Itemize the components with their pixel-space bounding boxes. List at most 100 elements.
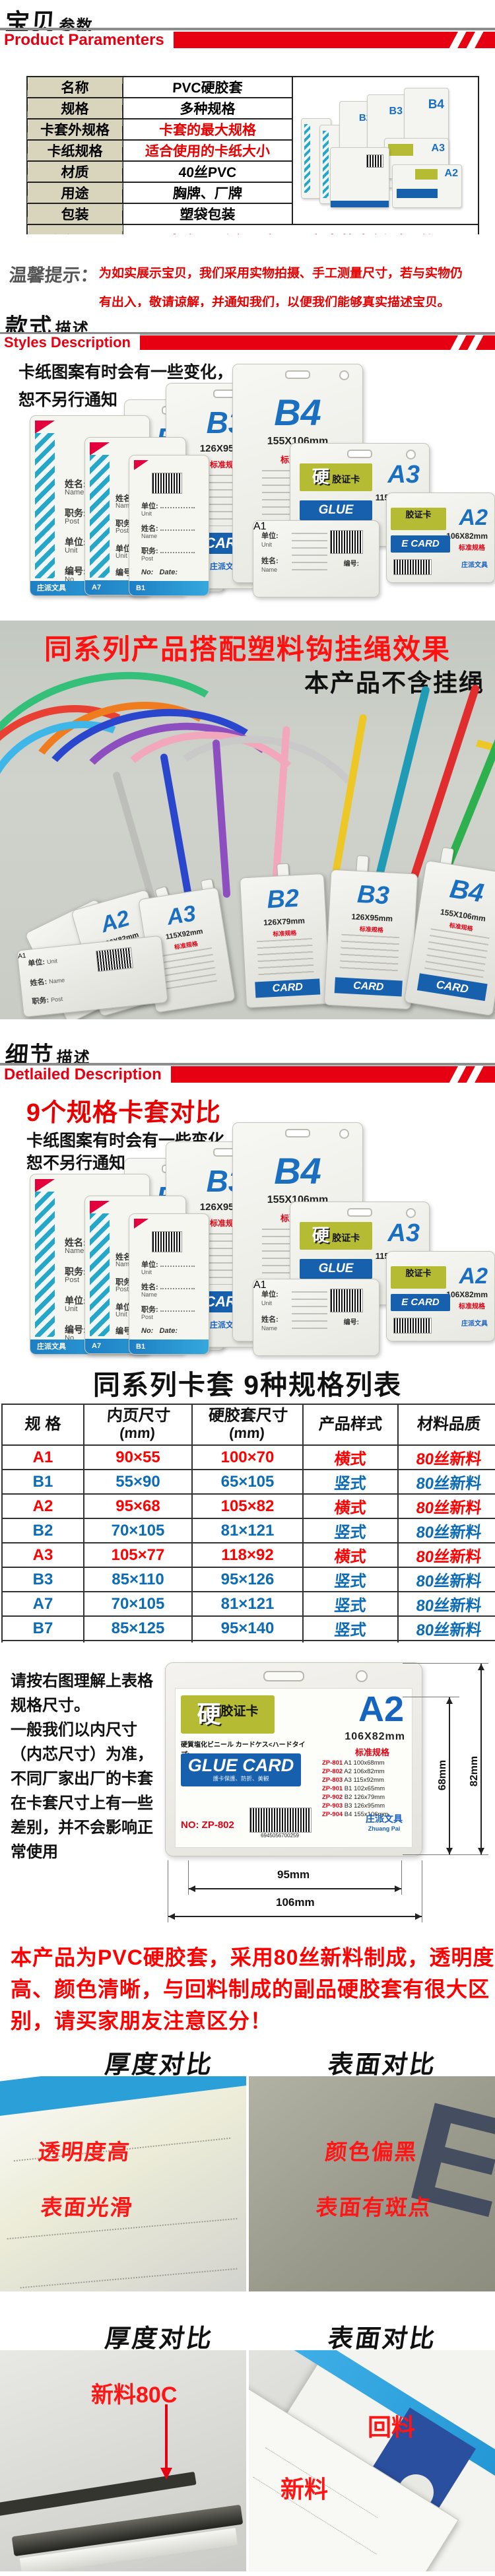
card-code: A3 (387, 1219, 420, 1247)
cell-outer: 95×140 (191, 1615, 304, 1641)
warm-tip-line2: 有出入，敬请谅解，并通知我们，以便我们能够真实描述宝贝。 (98, 296, 451, 307)
product-badge-b1: 单位: Unit 姓名: Name 职务: Post No: Date: B1 (129, 455, 209, 596)
card-code-strip: A1 (253, 1279, 267, 1291)
param-label: 卡套外规格 (26, 119, 123, 140)
card-green-label: 胶证卡 (391, 508, 446, 530)
spec-table: 规 格 内页尺寸 (mm) 硬胶套尺寸 (mm) 产品样式 材料品质 A1 90×55… (0, 1404, 495, 1643)
section-parameter-table: 名称 PVC硬胶套 B2 B3 B4 A3 A2 规格 多种规格 卡套 (0, 76, 495, 234)
mini-green-label (415, 168, 438, 180)
card-spec-label: 标准规格 (273, 930, 297, 937)
card-field-name: 姓名: Name (30, 974, 65, 988)
param-value: PVC硬胶套 (122, 77, 293, 98)
cell-inner: 55×90 (83, 1469, 193, 1495)
cell-spec: B3 (1, 1567, 84, 1592)
band-slash-decoration (464, 335, 484, 350)
card-text-decoration (424, 928, 490, 978)
field-label: Date: (159, 568, 178, 576)
spec-name: A2 (344, 1768, 352, 1775)
style-value: 横式 (333, 1450, 368, 1468)
param-value: 胸牌、厂牌 (122, 182, 293, 203)
section-spec-table: 同系列卡套 9种规格列表 规 格 内页尺寸 (mm) 硬胶套尺寸 (mm) 产品样式… (0, 1360, 495, 1643)
cell-inner: 70×105 (83, 1591, 193, 1617)
compare-photo-good-thickness: 透明度高 表面光滑 (0, 2076, 246, 2291)
badge-stripe-decoration (35, 1192, 55, 1337)
field-label-en: Post (116, 1285, 129, 1293)
card-hole (339, 370, 349, 380)
cell-style: 竖式 (302, 1518, 399, 1543)
mini-card-code: B3 (389, 105, 403, 117)
section-warm-tip: 温馨提示： 为如实展示宝贝，我们采用实物拍摄、手工测量尺寸，若与实物仍 有出入，… (0, 234, 495, 307)
field-label-cn: 姓名: (29, 978, 48, 988)
spec-list-item: ZP-801 A1 100x68mm (322, 1759, 409, 1767)
card-text-decoration (292, 1291, 327, 1331)
section-header-styles-description: 款式描述 Styles Description (0, 307, 495, 350)
cell-spec: A3 (1, 1542, 84, 1568)
cell-material: 80丝新料 (397, 1444, 495, 1470)
card-banner: CARD (255, 978, 321, 998)
field-label-en: Unit (141, 510, 152, 517)
card-green-label: 硬胶证卡 (181, 1695, 275, 1734)
cell-inner: 95×135 (83, 1640, 193, 1643)
field-label-en: Name (65, 488, 84, 496)
cell-material: 80丝新料 (397, 1640, 495, 1643)
card-hole (356, 1670, 368, 1682)
cell-inner: 95×68 (83, 1493, 193, 1519)
field-label-cn: 姓名: (261, 1316, 279, 1324)
spec-name: B2 (344, 1794, 352, 1801)
spec-code: ZP-904 (322, 1811, 343, 1818)
badge-red-decoration (134, 1219, 148, 1229)
glue-label: 胶证卡 (332, 1233, 360, 1243)
style-value: 竖式 (333, 1597, 368, 1615)
header-red-band: Detlailed Description (0, 1065, 495, 1084)
compare-photos: 透明度高 表面光滑 E 颜色偏黑 表面有斑点 (0, 2076, 495, 2291)
card-field-name: 姓名: Name (261, 555, 279, 574)
field-line (160, 1288, 195, 1289)
cell-outer: 100×70 (191, 1444, 304, 1470)
card-spec-label: 标准规格 (459, 545, 485, 552)
compare-photo-edge-thickness: 新料80C (0, 2350, 246, 2571)
cell-style: 竖式 (302, 1640, 399, 1643)
material-value: 80丝新料 (414, 1450, 482, 1468)
header-red-band: Styles Description (0, 334, 495, 350)
cell-outer: 81×121 (191, 1518, 304, 1543)
card-collage: B2 126X79mm 标准规格 B3 126X95mm 标准规格 CARD 庄… (0, 350, 495, 604)
compare-photo-bad-surface: E 颜色偏黑 表面有斑点 (249, 2076, 495, 2291)
quality-line2: 高、颜色清晰，与回料制成的副品硬胶套有很大区 (11, 1977, 490, 2001)
spec-size: 106x82mm (353, 1768, 385, 1775)
spec-name: B4 (344, 1811, 352, 1818)
size-guide-paragraph2: 一般我们以内尺寸（内芯尺寸）为准，不同厂家出厂的卡套在卡套尺寸上有一些差别，并不… (11, 1721, 153, 1861)
param-value: 40丝PVC (122, 161, 293, 182)
param-label: 名称 (26, 77, 123, 98)
compare-right-title: 表面对比 (326, 2051, 439, 2079)
cell-style: 竖式 (302, 1469, 399, 1495)
dimension-arrow-inner-height (446, 1697, 453, 1854)
header-band-fill (170, 1066, 495, 1083)
spec-row-b1: B1 55×90 65×105 竖式 80丝新料 (1, 1469, 495, 1495)
card-size: 106X82mm (446, 1290, 488, 1299)
cell-spec: B4 (1, 1640, 84, 1643)
param-value: 塑袋包装 (122, 203, 293, 224)
style-value: 竖式 (333, 1621, 368, 1639)
parameter-table: 名称 PVC硬胶套 B2 B3 B4 A3 A2 规格 多种规格 卡套 (26, 76, 480, 234)
cell-outer: 105×82 (191, 1493, 304, 1519)
mini-card-a1 (330, 147, 389, 208)
spacer (0, 2291, 495, 2309)
band-slash-decoration (447, 1066, 467, 1083)
card-barcode (249, 1808, 312, 1833)
spec-size: 155x106mm (354, 1811, 389, 1818)
section-detail-photo: 9个规格卡套对比 卡纸图案有时会有一些变化， 恕不另行通知 B2 126X79m… (0, 1087, 495, 1360)
badge-stripe-decoration (304, 123, 310, 193)
hard-character: 硬 (312, 467, 329, 487)
card-size: 106X82mm (446, 531, 488, 541)
field-label-cn: 编号: (65, 1324, 86, 1335)
field-line (160, 552, 195, 553)
badge-code-strip: B1 (129, 1339, 209, 1354)
mini-banner (397, 188, 438, 198)
field-label-cn: 单位: (261, 1291, 279, 1299)
material-value: 80丝新料 (414, 1548, 482, 1566)
field-label: Date: (159, 1327, 178, 1335)
field-label-en: Unit (65, 1305, 78, 1313)
field-label-cn: 单位: (141, 1261, 158, 1269)
header-divider-line (0, 332, 495, 335)
cell-inner: 85×110 (83, 1567, 193, 1592)
